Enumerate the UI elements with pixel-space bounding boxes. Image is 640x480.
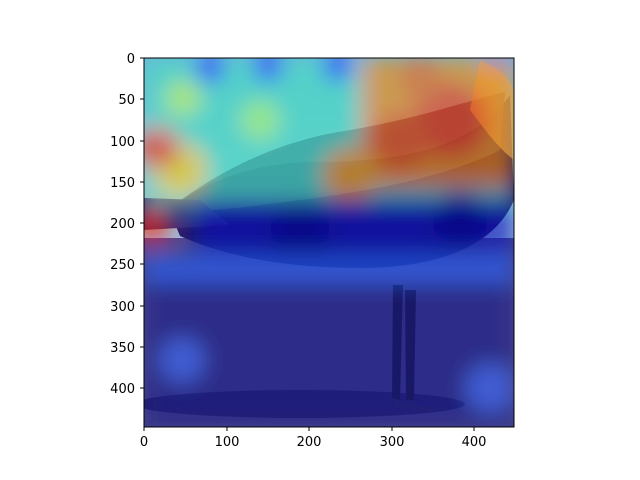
- attention-heatmap: [144, 58, 514, 427]
- y-tick-label: 200: [110, 217, 135, 232]
- x-tick-label: 200: [297, 435, 322, 450]
- y-tick-label: 250: [110, 258, 135, 273]
- y-tick-label: 300: [110, 300, 135, 315]
- y-tick-label: 100: [110, 135, 135, 150]
- x-axis: 0 100 200 300 400: [140, 427, 487, 450]
- y-tick-label: 350: [110, 341, 135, 356]
- y-axis: 0 50 100 150 200 250 300 350 400: [110, 52, 144, 397]
- y-tick-label: 0: [127, 52, 135, 67]
- plot-frame: [143, 57, 515, 428]
- x-tick-label: 400: [462, 435, 487, 450]
- y-tick-label: 400: [110, 382, 135, 397]
- y-tick-label: 150: [110, 176, 135, 191]
- y-tick-label: 50: [118, 93, 135, 108]
- plot-image: [144, 58, 514, 427]
- x-tick-label: 0: [140, 435, 148, 450]
- x-tick-label: 300: [380, 435, 405, 450]
- x-tick-label: 100: [215, 435, 240, 450]
